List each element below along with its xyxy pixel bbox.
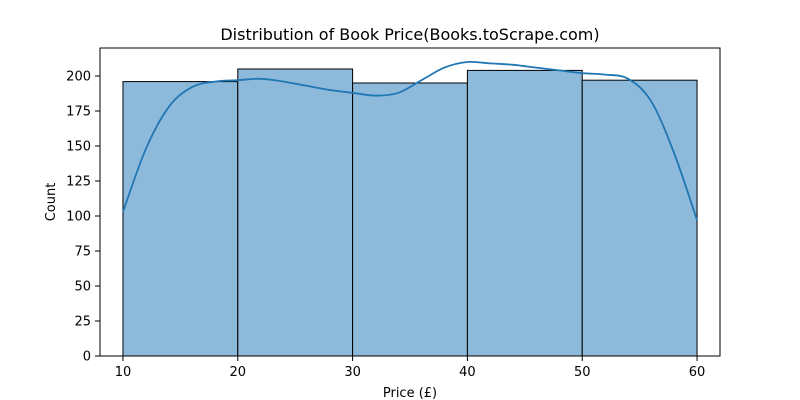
y-tick-label: 125 bbox=[66, 175, 91, 190]
x-tick-label: 60 bbox=[689, 365, 706, 380]
histogram-bar-2 bbox=[237, 68, 354, 357]
y-tick-label: 200 bbox=[66, 70, 91, 85]
bars-layer bbox=[122, 68, 698, 357]
x-axis-title: Price (£) bbox=[383, 386, 437, 400]
histogram-bar-4 bbox=[466, 69, 583, 357]
x-tick-label: 40 bbox=[459, 365, 476, 380]
kde-layer bbox=[122, 60, 698, 221]
y-tick-label: 150 bbox=[66, 140, 91, 155]
y-axis: 0 25 50 75 100 125 150 175 200 bbox=[66, 70, 100, 365]
x-tick-label: 10 bbox=[115, 365, 132, 380]
y-tick-label: 0 bbox=[83, 350, 91, 365]
y-axis-title: Count bbox=[44, 183, 59, 222]
x-tick-label: 50 bbox=[574, 365, 591, 380]
y-tick-label: 25 bbox=[74, 315, 91, 330]
y-tick-label: 50 bbox=[74, 280, 91, 295]
y-tick-label: 100 bbox=[66, 210, 91, 225]
plot-frame bbox=[99, 47, 721, 357]
chart-title: Distribution of Book Price(Books.toScrap… bbox=[220, 25, 599, 44]
kde-line bbox=[122, 60, 698, 221]
y-tick-label: 75 bbox=[74, 245, 91, 260]
y-tick-label: 175 bbox=[66, 105, 91, 120]
x-axis: 10 20 30 40 50 60 bbox=[115, 356, 706, 380]
histogram-bar-1 bbox=[122, 81, 239, 357]
x-tick-label: 30 bbox=[344, 365, 361, 380]
x-tick-label: 20 bbox=[230, 365, 247, 380]
histogram-bar-3 bbox=[352, 82, 468, 357]
histogram-bar-5 bbox=[581, 79, 698, 357]
